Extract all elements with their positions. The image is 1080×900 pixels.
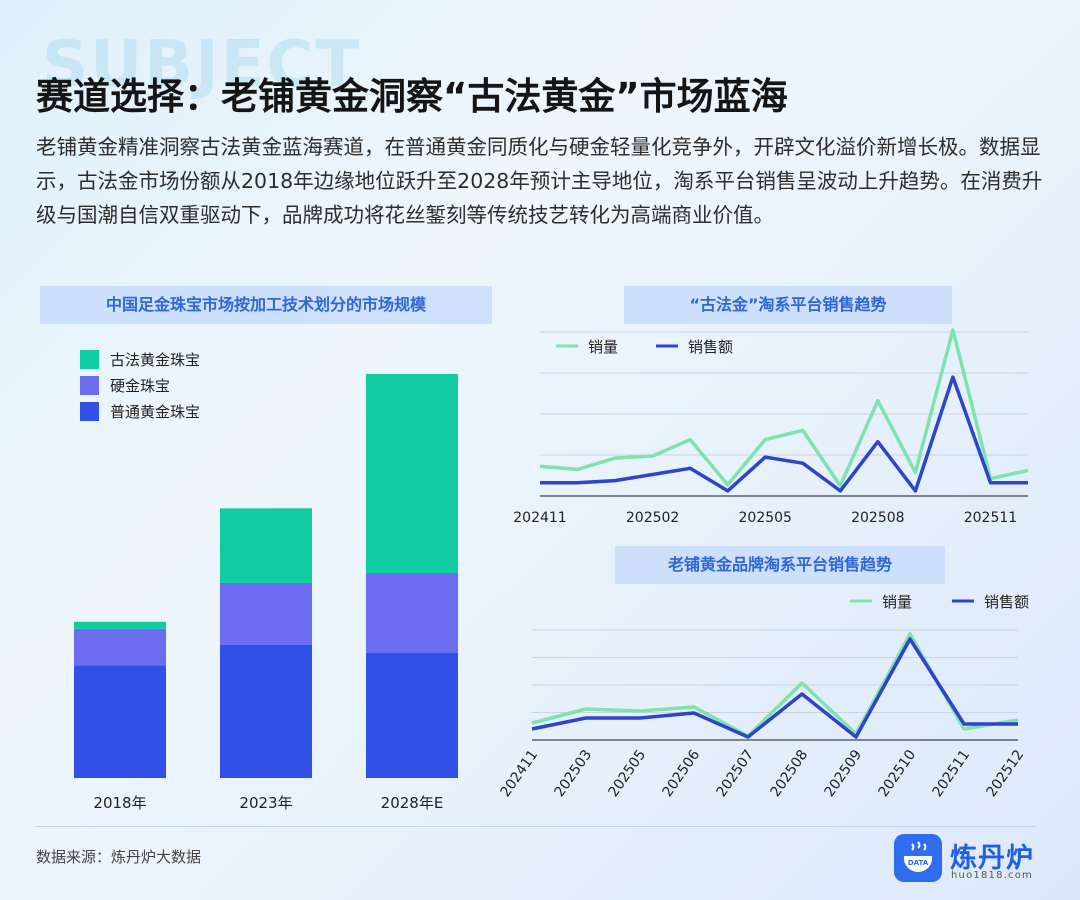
bar-2023年-普通黄金珠宝 [220, 644, 312, 778]
x-tick-label: 202503 [552, 747, 596, 800]
x-tick-label: 202505 [739, 510, 792, 526]
x-tick-label: 202411 [498, 747, 542, 800]
x-tick-label: 202508 [768, 747, 812, 800]
bar-2018年-古法黄金珠宝 [74, 621, 166, 629]
series-line-销售额 [531, 637, 1018, 739]
pot-icon: DATA [903, 841, 933, 873]
x-tick-label: 2018年 [93, 794, 146, 812]
legend-swatch-普通黄金珠宝 [80, 402, 99, 421]
legend-swatch-硬金珠宝 [80, 376, 99, 395]
x-tick-label: 202507 [714, 747, 758, 800]
legend-label: 普通黄金珠宝 [110, 403, 200, 421]
series-line-销售额 [540, 375, 1028, 493]
bar-2028年E-普通黄金珠宝 [366, 652, 458, 778]
bar-2018年-普通黄金珠宝 [74, 665, 166, 778]
x-tick-label: 202511 [964, 510, 1017, 526]
bar-2028年E-古法黄金珠宝 [366, 373, 458, 574]
x-tick-label: 2028年E [381, 794, 444, 812]
x-tick-label: 202510 [876, 747, 920, 800]
legend-label: 销售额 [984, 593, 1029, 611]
x-tick-label: 202506 [660, 747, 704, 800]
gufajin-trend-chart-title: “古法金”淘系平台销售趋势 [624, 286, 952, 324]
footer-divider [36, 826, 1036, 827]
bar-2028年E-硬金珠宝 [366, 573, 458, 653]
watermark-text: SUBJECT [42, 28, 361, 102]
laopu-trend-chart-title: 老铺黄金品牌淘系平台销售趋势 [615, 546, 945, 584]
logo-name: 炼丹炉 [950, 843, 1034, 874]
series-line-销量 [539, 328, 1029, 488]
bar-2018年-硬金珠宝 [74, 628, 166, 666]
legend-label: 销售额 [688, 338, 733, 356]
legend-label: 销量 [882, 593, 912, 611]
legend-label: 销量 [588, 338, 618, 356]
x-tick-label: 202508 [851, 510, 904, 526]
x-tick-label: 202505 [606, 747, 650, 800]
x-tick-label: 2023年 [239, 794, 292, 812]
page-description: 老铺黄金精准洞察古法黄金蓝海赛道，在普通黄金同质化与硬金轻量化竞争外，开辟文化溢… [36, 135, 1043, 227]
logo-url: huo1818.com [951, 870, 1033, 881]
stacked-bar-chart-title: 中国足金珠宝市场按加工技术划分的市场规模 [40, 286, 492, 324]
x-tick-label: 202512 [984, 747, 1028, 800]
bar-2023年-硬金珠宝 [220, 582, 312, 645]
page-title: 赛道选择：老铺黄金洞察“古法黄金”市场蓝海 [36, 75, 788, 118]
data-source: 数据来源：炼丹炉大数据 [36, 848, 202, 866]
x-tick-label: 202511 [930, 747, 974, 800]
legend-swatch-古法黄金珠宝 [80, 350, 99, 369]
x-tick-label: 202502 [626, 510, 679, 526]
logo-badge-text: DATA [908, 859, 929, 867]
x-tick-label: 202509 [822, 747, 866, 800]
legend-label: 硬金珠宝 [110, 377, 170, 395]
x-tick-label: 202411 [513, 510, 566, 526]
bar-2023年-古法黄金珠宝 [220, 508, 312, 583]
legend-label: 古法黄金珠宝 [110, 351, 200, 369]
logo-icon: DATA [894, 834, 942, 882]
